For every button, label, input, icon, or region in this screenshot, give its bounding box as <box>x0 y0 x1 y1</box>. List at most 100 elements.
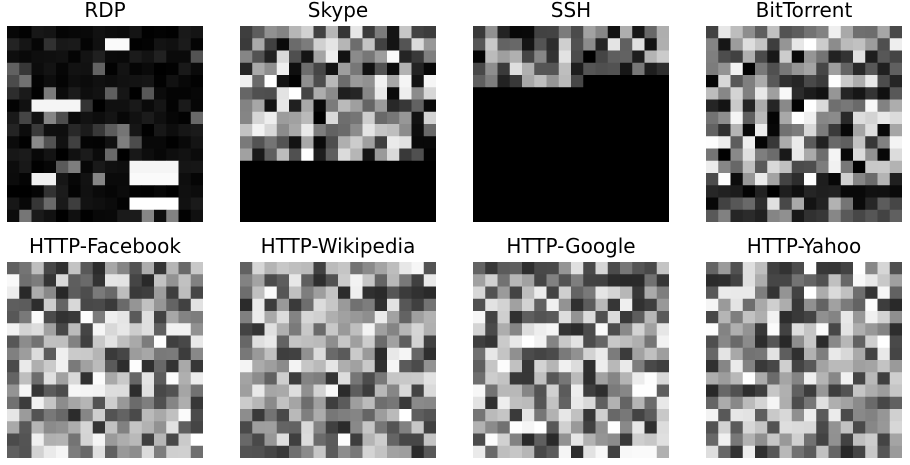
heatmap-cell <box>497 274 511 287</box>
heatmap-cell <box>56 372 69 385</box>
heatmap-cell <box>865 262 878 275</box>
heatmap-cell <box>473 262 486 275</box>
heatmap-cell <box>7 87 20 100</box>
heatmap-cell <box>289 148 302 162</box>
heatmap-cell <box>56 384 69 398</box>
heatmap-cell <box>522 209 535 222</box>
heatmap-cell <box>706 445 719 458</box>
heatmap-cell <box>301 209 314 222</box>
heatmap-cell <box>742 323 756 336</box>
heatmap-cell <box>485 136 498 149</box>
heatmap-cell <box>877 62 891 76</box>
heatmap-cell <box>252 185 265 198</box>
heatmap-cell <box>485 396 498 410</box>
heatmap-cell <box>301 99 314 113</box>
heatmap-cell <box>522 99 535 113</box>
heatmap-cell <box>374 185 388 198</box>
heatmap-cell <box>620 136 633 149</box>
heatmap-cell <box>154 99 167 113</box>
heatmap-cell <box>80 173 94 186</box>
heatmap-cell <box>816 384 829 398</box>
heatmap-cell <box>289 298 302 312</box>
heatmap-cell <box>117 433 130 447</box>
heatmap-cell <box>43 99 57 113</box>
heatmap-cell <box>558 396 572 410</box>
heatmap-cell <box>68 62 81 76</box>
heatmap-cell <box>190 384 203 398</box>
heatmap-cell <box>620 99 633 113</box>
heatmap-cell <box>325 421 339 434</box>
heatmap-cell <box>43 136 57 149</box>
heatmap-cell <box>804 99 817 113</box>
heatmap-cell <box>804 75 817 88</box>
heatmap-cell <box>877 185 891 198</box>
heatmap-cell <box>522 396 535 410</box>
heatmap-cell <box>632 372 645 385</box>
heatmap-cell <box>31 173 45 186</box>
heatmap-cell <box>56 311 69 324</box>
heatmap-skype <box>240 26 436 222</box>
heatmap-cell <box>485 409 498 422</box>
heatmap-cell <box>338 311 351 324</box>
heatmap-cell <box>141 445 155 458</box>
heatmap-cell <box>289 160 302 174</box>
heatmap-cell <box>313 160 327 174</box>
heatmap-cell <box>141 197 155 211</box>
heatmap-cell <box>338 87 351 100</box>
heatmap-cell <box>264 421 278 434</box>
heatmap-cell <box>853 136 866 149</box>
heatmap-cell <box>779 160 793 174</box>
heatmap-cell <box>779 298 793 312</box>
heatmap-cell <box>289 50 302 64</box>
heatmap-cell <box>313 347 327 361</box>
heatmap-cell <box>791 197 805 211</box>
heatmap-cell <box>7 148 20 162</box>
heatmap-cell <box>583 298 596 312</box>
heatmap-cell <box>607 173 621 186</box>
heatmap-cell <box>718 421 731 434</box>
heatmap-cell <box>178 75 192 88</box>
heatmap-cell <box>742 262 756 275</box>
heatmap-cell <box>779 136 793 149</box>
heatmap-cell <box>7 185 20 198</box>
heatmap-cell <box>853 274 866 287</box>
heatmap-cell <box>338 185 351 198</box>
heatmap-cell <box>767 50 780 64</box>
heatmap-cell <box>828 124 842 137</box>
heatmap-cell <box>497 286 511 300</box>
heatmap-cell <box>595 384 609 398</box>
heatmap-cell <box>338 262 351 275</box>
heatmap-cell <box>791 409 805 422</box>
heatmap-cell <box>767 274 780 287</box>
heatmap-cell <box>264 75 278 88</box>
heatmap-cell <box>767 87 780 100</box>
heatmap-cell <box>718 384 731 398</box>
heatmap-cell <box>166 136 179 149</box>
heatmap-cell <box>889 185 902 198</box>
heatmap-cell <box>129 323 143 336</box>
panel-title: SSH <box>550 0 592 22</box>
heatmap-cell <box>19 347 32 361</box>
heatmap-cell <box>43 185 57 198</box>
heatmap-cell <box>80 160 94 174</box>
heatmap-cell <box>804 262 817 275</box>
heatmap-cell <box>583 311 596 324</box>
heatmap-cell <box>804 50 817 64</box>
heatmap-cell <box>742 173 756 186</box>
heatmap-cell <box>264 433 278 447</box>
heatmap-cell <box>755 274 768 287</box>
heatmap-cell <box>485 38 498 51</box>
heatmap-cell <box>276 50 290 64</box>
heatmap-cell <box>706 209 719 222</box>
heatmap-cell <box>276 384 290 398</box>
heatmap-cell <box>656 50 669 64</box>
heatmap-cell <box>301 75 314 88</box>
heatmap-cell <box>804 136 817 149</box>
heatmap-cell <box>546 62 560 76</box>
heatmap-cell <box>387 87 400 100</box>
heatmap-cell <box>105 148 118 162</box>
heatmap-cell <box>19 209 32 222</box>
heatmap-cell <box>546 185 560 198</box>
heatmap-cell <box>509 335 523 349</box>
panel-title: BitTorrent <box>755 0 853 22</box>
